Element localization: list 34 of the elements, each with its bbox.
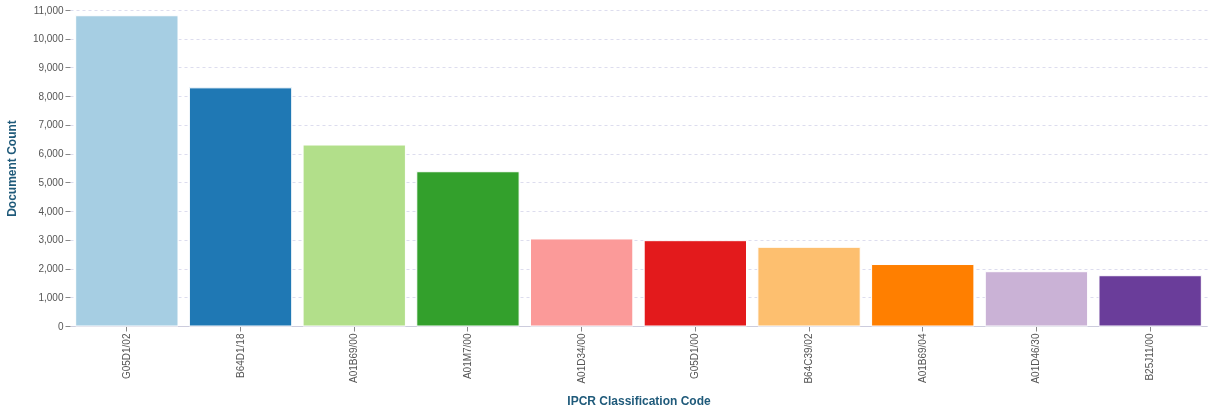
x-tick-label: B64C39/02 (803, 333, 815, 384)
y-tick-label: 10,000 (32, 33, 64, 45)
y-tick-label: 2,000 (38, 263, 64, 275)
x-tick-label: G05D1/00 (689, 333, 701, 380)
x-tick-label: A01D34/00 (575, 333, 587, 384)
x-tick-label: B25J11/00 (1144, 333, 1156, 381)
y-tick-label: 0 (57, 320, 64, 332)
bar (416, 171, 520, 327)
bar (643, 240, 748, 327)
x-tick-label: A01M7/00 (461, 333, 473, 380)
y-axis-title: Document Count (4, 120, 19, 217)
y-tick-label: 6,000 (38, 148, 64, 160)
bar (757, 246, 861, 327)
y-tick-label: 4,000 (38, 205, 64, 217)
bar (75, 15, 179, 327)
x-tick-label: G05D1/02 (120, 333, 132, 380)
bar (871, 264, 975, 327)
bar (1098, 275, 1202, 327)
bar (302, 144, 406, 327)
y-tick-label: 11,000 (33, 4, 64, 16)
y-tick-label: 7,000 (38, 119, 64, 131)
x-tick-label: A01D46/30 (1030, 333, 1042, 384)
x-tick-label: A01B69/04 (916, 333, 928, 383)
y-tick-label: 9,000 (38, 61, 64, 73)
x-axis-title: IPCR Classification Code (567, 393, 711, 408)
x-tick-label: A01B69/00 (348, 333, 360, 383)
x-tick-label: B64D1/18 (234, 333, 246, 378)
y-tick-label: 1,000 (38, 291, 64, 303)
y-tick-label: 8,000 (38, 90, 64, 102)
bar (188, 87, 293, 327)
y-tick-label: 3,000 (38, 234, 64, 246)
bar (529, 238, 634, 327)
bar (984, 271, 1089, 327)
y-tick-label: 5,000 (38, 176, 64, 188)
